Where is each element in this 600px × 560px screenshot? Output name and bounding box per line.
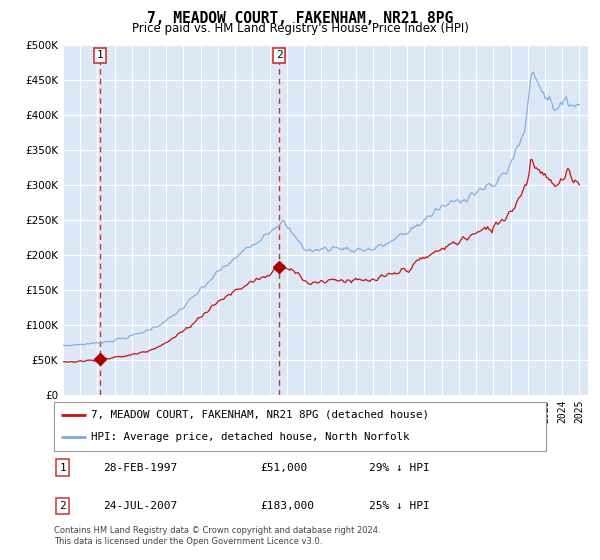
Text: 1: 1 [59, 463, 66, 473]
Text: £51,000: £51,000 [260, 463, 308, 473]
Text: 1: 1 [97, 50, 104, 60]
Text: 7, MEADOW COURT, FAKENHAM, NR21 8PG (detached house): 7, MEADOW COURT, FAKENHAM, NR21 8PG (det… [91, 410, 429, 420]
FancyBboxPatch shape [54, 402, 546, 451]
Text: 29% ↓ HPI: 29% ↓ HPI [369, 463, 430, 473]
Text: 24-JUL-2007: 24-JUL-2007 [103, 501, 178, 511]
Text: Contains HM Land Registry data © Crown copyright and database right 2024.
This d: Contains HM Land Registry data © Crown c… [54, 526, 380, 546]
Text: 28-FEB-1997: 28-FEB-1997 [103, 463, 178, 473]
Text: 7, MEADOW COURT, FAKENHAM, NR21 8PG: 7, MEADOW COURT, FAKENHAM, NR21 8PG [147, 11, 453, 26]
Text: 2: 2 [59, 501, 66, 511]
Text: 2: 2 [276, 50, 283, 60]
Text: HPI: Average price, detached house, North Norfolk: HPI: Average price, detached house, Nort… [91, 432, 409, 442]
Text: 25% ↓ HPI: 25% ↓ HPI [369, 501, 430, 511]
Text: £183,000: £183,000 [260, 501, 314, 511]
Text: Price paid vs. HM Land Registry's House Price Index (HPI): Price paid vs. HM Land Registry's House … [131, 22, 469, 35]
